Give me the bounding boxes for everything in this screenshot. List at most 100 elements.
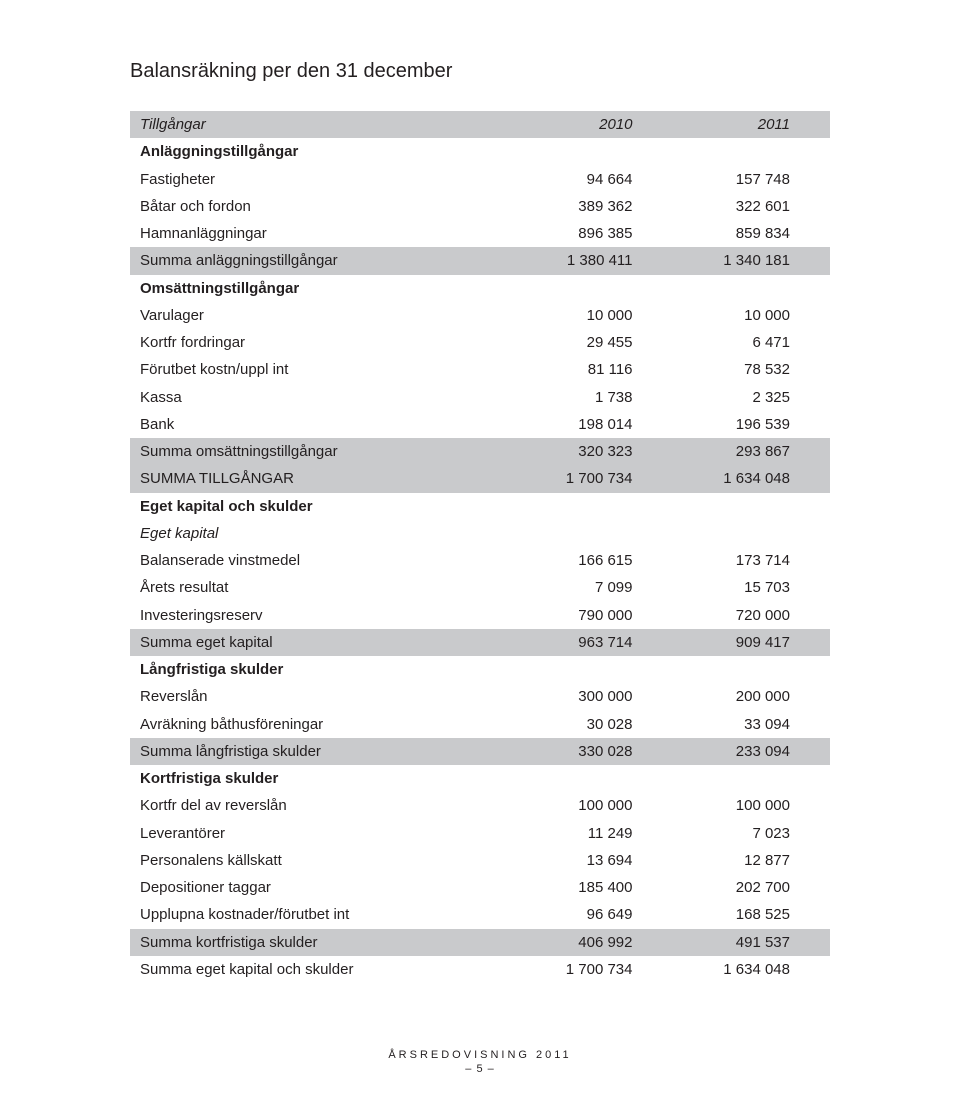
row-label: Omsättningstillgångar bbox=[130, 275, 515, 302]
row-value: 30 028 bbox=[515, 711, 673, 738]
row-value: 6 471 bbox=[673, 329, 831, 356]
row-label: Avräkning båthusföreningar bbox=[130, 711, 515, 738]
row-label: Depositioner taggar bbox=[130, 874, 515, 901]
table-row: Summa kortfristiga skulder406 992491 537 bbox=[130, 929, 830, 956]
row-label: Bank bbox=[130, 411, 515, 438]
table-row: Bank198 014196 539 bbox=[130, 411, 830, 438]
balance-sheet-table: Tillgångar20102011AnläggningstillgångarF… bbox=[130, 111, 830, 983]
table-row: Anläggningstillgångar bbox=[130, 138, 830, 165]
table-row: Kortfr del av reverslån100 000100 000 bbox=[130, 792, 830, 819]
row-value: 1 738 bbox=[515, 384, 673, 411]
row-label: Förutbet kostn/uppl int bbox=[130, 356, 515, 383]
row-value: 293 867 bbox=[673, 438, 831, 465]
table-row: Summa omsättningstillgångar320 323293 86… bbox=[130, 438, 830, 465]
table-row: Summa långfristiga skulder330 028233 094 bbox=[130, 738, 830, 765]
row-label: Långfristiga skulder bbox=[130, 656, 515, 683]
table-row: Årets resultat7 09915 703 bbox=[130, 574, 830, 601]
row-value: 1 634 048 bbox=[673, 465, 831, 492]
row-label: Kassa bbox=[130, 384, 515, 411]
row-label: Summa omsättningstillgångar bbox=[130, 438, 515, 465]
row-value: 233 094 bbox=[673, 738, 831, 765]
row-value: 491 537 bbox=[673, 929, 831, 956]
row-value: 81 116 bbox=[515, 356, 673, 383]
row-value: 198 014 bbox=[515, 411, 673, 438]
row-label: Årets resultat bbox=[130, 574, 515, 601]
row-value: 300 000 bbox=[515, 683, 673, 710]
row-value: 10 000 bbox=[515, 302, 673, 329]
row-value: 166 615 bbox=[515, 547, 673, 574]
table-row: Hamnanläggningar896 385859 834 bbox=[130, 220, 830, 247]
row-value: 173 714 bbox=[673, 547, 831, 574]
table-row: Fastigheter94 664157 748 bbox=[130, 166, 830, 193]
table-row: Depositioner taggar185 400202 700 bbox=[130, 874, 830, 901]
table-row: Tillgångar20102011 bbox=[130, 111, 830, 138]
table-row: Kortfristiga skulder bbox=[130, 765, 830, 792]
row-value: 33 094 bbox=[673, 711, 831, 738]
row-label: SUMMA TILLGÅNGAR bbox=[130, 465, 515, 492]
row-value: 1 340 181 bbox=[673, 247, 831, 274]
row-value: 100 000 bbox=[515, 792, 673, 819]
row-label: Eget kapital och skulder bbox=[130, 493, 515, 520]
table-row: Avräkning båthusföreningar30 02833 094 bbox=[130, 711, 830, 738]
row-label: Anläggningstillgångar bbox=[130, 138, 515, 165]
row-label: Leverantörer bbox=[130, 820, 515, 847]
row-value: 196 539 bbox=[673, 411, 831, 438]
row-value bbox=[673, 138, 831, 165]
table-row: Kassa1 7382 325 bbox=[130, 384, 830, 411]
row-value: 2010 bbox=[515, 111, 673, 138]
row-value: 859 834 bbox=[673, 220, 831, 247]
row-value: 12 877 bbox=[673, 847, 831, 874]
row-value: 202 700 bbox=[673, 874, 831, 901]
table-row: Leverantörer11 2497 023 bbox=[130, 820, 830, 847]
row-label: Tillgångar bbox=[130, 111, 515, 138]
table-row: Investeringsreserv790 000720 000 bbox=[130, 602, 830, 629]
table-row: Balanserade vinstmedel166 615173 714 bbox=[130, 547, 830, 574]
row-value: 1 700 734 bbox=[515, 465, 673, 492]
row-label: Summa långfristiga skulder bbox=[130, 738, 515, 765]
row-label: Personalens källskatt bbox=[130, 847, 515, 874]
row-label: Summa kortfristiga skulder bbox=[130, 929, 515, 956]
row-label: Kortfristiga skulder bbox=[130, 765, 515, 792]
row-label: Kortfr del av reverslån bbox=[130, 792, 515, 819]
table-row: Omsättningstillgångar bbox=[130, 275, 830, 302]
row-value: 96 649 bbox=[515, 901, 673, 928]
row-value bbox=[515, 656, 673, 683]
row-value bbox=[515, 275, 673, 302]
table-row: Båtar och fordon389 362322 601 bbox=[130, 193, 830, 220]
row-label: Balanserade vinstmedel bbox=[130, 547, 515, 574]
row-label: Upplupna kostnader/förutbet int bbox=[130, 901, 515, 928]
row-label: Båtar och fordon bbox=[130, 193, 515, 220]
footer-text: ÅRSREDOVISNING 2011 bbox=[0, 1049, 960, 1061]
row-label: Eget kapital bbox=[130, 520, 515, 547]
row-value bbox=[515, 493, 673, 520]
row-value: 1 700 734 bbox=[515, 956, 673, 983]
row-value: 720 000 bbox=[673, 602, 831, 629]
row-value: 322 601 bbox=[673, 193, 831, 220]
table-row: Upplupna kostnader/förutbet int96 649168… bbox=[130, 901, 830, 928]
row-value: 7 023 bbox=[673, 820, 831, 847]
row-value bbox=[673, 765, 831, 792]
row-label: Varulager bbox=[130, 302, 515, 329]
row-value: 909 417 bbox=[673, 629, 831, 656]
row-value bbox=[673, 656, 831, 683]
footer-page-number: – 5 – bbox=[0, 1063, 960, 1075]
row-value: 963 714 bbox=[515, 629, 673, 656]
row-label: Summa anläggningstillgångar bbox=[130, 247, 515, 274]
row-value bbox=[515, 138, 673, 165]
row-value bbox=[673, 493, 831, 520]
row-value: 10 000 bbox=[673, 302, 831, 329]
table-row: Personalens källskatt13 69412 877 bbox=[130, 847, 830, 874]
row-label: Summa eget kapital och skulder bbox=[130, 956, 515, 983]
table-row: Förutbet kostn/uppl int81 11678 532 bbox=[130, 356, 830, 383]
row-value bbox=[673, 520, 831, 547]
row-value: 896 385 bbox=[515, 220, 673, 247]
row-label: Kortfr fordringar bbox=[130, 329, 515, 356]
row-value: 29 455 bbox=[515, 329, 673, 356]
row-value: 2 325 bbox=[673, 384, 831, 411]
row-value: 13 694 bbox=[515, 847, 673, 874]
table-row: SUMMA TILLGÅNGAR1 700 7341 634 048 bbox=[130, 465, 830, 492]
row-value: 168 525 bbox=[673, 901, 831, 928]
row-value: 790 000 bbox=[515, 602, 673, 629]
row-label: Investeringsreserv bbox=[130, 602, 515, 629]
row-value bbox=[673, 275, 831, 302]
